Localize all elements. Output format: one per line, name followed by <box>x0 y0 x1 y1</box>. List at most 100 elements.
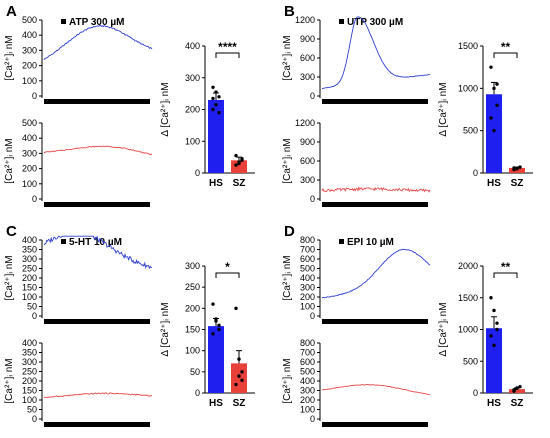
bar-chart-y-tick-label: 300 <box>185 261 200 271</box>
trace-top-y-tick-label: 0 <box>310 91 315 101</box>
bar-chart-y-tick-label: 0 <box>195 168 200 178</box>
bar-chart-data-point <box>495 327 499 332</box>
trace-top-y-tick-label: 150 <box>22 283 37 293</box>
trace-top-y-tick-label: 600 <box>300 53 315 63</box>
trace-bottom-y-tick-label: 100 <box>22 395 37 405</box>
bar-chart-y-tick-label: 200 <box>185 303 200 313</box>
bar-chart-bar-sz <box>509 389 525 393</box>
legend-marker <box>339 239 344 244</box>
bar-chart-x-label-hs: HS <box>487 178 501 189</box>
bar-chart-data-point <box>234 382 238 387</box>
trace-bottom-stimulus-bar <box>322 422 428 427</box>
bar-chart-x-label-hs: HS <box>209 178 223 189</box>
trace-bottom-y-tick-label: 300 <box>22 357 37 367</box>
bar-chart-y-tick-label: 500 <box>463 356 478 366</box>
bar-chart-data-point <box>240 158 244 162</box>
bar-chart-y-tick-label: 1000 <box>458 83 478 93</box>
legend-marker <box>61 19 66 24</box>
bar-chart-sig-label: ** <box>501 40 511 54</box>
trace-bottom-y-tick-label: 500 <box>300 367 315 377</box>
panel-label: B <box>284 3 295 20</box>
bar-chart-data-point <box>495 82 499 86</box>
bar-chart-data-point <box>518 384 522 389</box>
bar-chart-y-tick-label: 0 <box>473 388 478 398</box>
bar-chart-y-tick-label: 0 <box>473 168 478 178</box>
trace-top-y-label: [Ca²⁺]ᵢ nM <box>4 255 15 300</box>
bar-chart-data-point <box>512 166 516 170</box>
bar-chart-data-point <box>492 86 496 91</box>
trace-bottom-y-label: [Ca²⁺]ᵢ nM <box>282 138 293 183</box>
trace-bottom-y-label: [Ca²⁺]ᵢ nM <box>282 358 293 403</box>
trace-top-trace-line <box>43 24 153 60</box>
trace-bottom-trace-line <box>44 145 153 156</box>
bar-chart-sig-label: * <box>225 260 230 274</box>
trace-bottom-y-tick-label: 100 <box>22 179 37 189</box>
trace-bottom-stimulus-bar <box>44 202 150 207</box>
trace-bottom-y-tick-label: 600 <box>300 357 315 367</box>
trace-bottom-y-tick-label: 700 <box>300 348 315 358</box>
trace-top-y-tick-label: 300 <box>22 45 37 55</box>
trace-top-y-tick-label: 250 <box>22 264 37 274</box>
trace-bottom-y-tick-label: 900 <box>300 137 315 147</box>
bar-chart-x-label-sz: SZ <box>511 178 524 189</box>
trace-top-y-tick-label: 900 <box>300 34 315 44</box>
trace-top-y-label: [Ca²⁺]ᵢ nM <box>282 35 293 80</box>
bar-chart-data-point <box>495 321 499 325</box>
bar-chart-y-tick-label: 500 <box>463 126 478 136</box>
trace-bottom-y-tick-label: 300 <box>22 148 37 158</box>
trace-top-y-tick-label: 300 <box>22 254 37 264</box>
trace-bottom-y-tick-label: 1200 <box>295 118 315 128</box>
trace-bottom-y-tick-label: 0 <box>310 414 315 424</box>
trace-bottom-trace-line <box>321 186 431 193</box>
trace-bottom-y-tick-label: 300 <box>300 386 315 396</box>
trace-top-y-tick-label: 1200 <box>295 15 315 25</box>
trace-top-y-tick-label: 400 <box>22 30 37 40</box>
bar-chart-data-point <box>240 378 244 382</box>
legend-marker <box>61 239 66 244</box>
bar-chart-y-tick-label: 1500 <box>458 41 478 51</box>
trace-top-y-tick-label: 200 <box>22 61 37 71</box>
bar-chart-x-label-hs: HS <box>209 398 223 409</box>
trace-bottom-y-tick-label: 250 <box>22 367 37 377</box>
bar-chart-data-point <box>234 306 238 311</box>
bar-chart-sig-bracket <box>493 52 518 58</box>
panel-label: A <box>6 3 17 20</box>
bar-chart-sig-bracket <box>215 272 240 278</box>
trace-bottom-y-tick-label: 400 <box>22 338 37 348</box>
bar-chart-data-point <box>211 302 215 306</box>
bar-chart-bar-sz <box>231 160 247 173</box>
trace-top-y-tick-label: 200 <box>300 292 315 302</box>
bar-chart-data-point <box>515 386 519 390</box>
trace-top-y-tick-label: 0 <box>32 91 37 101</box>
trace-top-trace-line <box>321 16 430 90</box>
bar-chart-y-label: Δ [Ca²⁺]ᵢ nM <box>160 302 171 356</box>
bar-chart-y-label: Δ [Ca²⁺]ᵢ nM <box>438 82 449 136</box>
bar-chart-sig-label: ** <box>501 260 511 274</box>
bar-chart-data-point <box>515 166 519 171</box>
trace-bottom-y-tick-label: 300 <box>300 175 315 185</box>
bar-chart-y-tick-label: 0 <box>195 388 200 398</box>
legend-marker <box>339 19 344 24</box>
legend-label: EPI 10 µM <box>347 237 394 248</box>
trace-bottom-y-tick-label: 400 <box>22 133 37 143</box>
trace-bottom-y-label: [Ca²⁺]ᵢ nM <box>4 358 15 403</box>
trace-bottom-y-tick-label: 100 <box>300 405 315 415</box>
legend-label: ATP 300 µM <box>69 17 124 28</box>
bar-chart-data-point <box>211 96 215 101</box>
bar-chart-y-tick-label: 50 <box>190 367 200 377</box>
bar-chart-data-point <box>211 107 215 112</box>
trace-top-y-tick-label: 500 <box>300 264 315 274</box>
bar-chart-bar-sz <box>231 363 247 393</box>
bar-chart-data-point <box>237 161 241 166</box>
trace-top-y-tick-label: 600 <box>300 254 315 264</box>
bar-chart-x-label-sz: SZ <box>233 398 246 409</box>
trace-bottom-trace-line <box>43 392 153 399</box>
trace-top-stimulus-bar <box>44 99 150 104</box>
bar-chart-y-tick-label: 2000 <box>458 261 478 271</box>
bar-chart-sig-label: **** <box>218 40 237 54</box>
bar-chart-data-point <box>217 95 221 99</box>
bar-chart-x-label-sz: SZ <box>511 398 524 409</box>
bar-chart-x-label-sz: SZ <box>233 178 246 189</box>
bar-chart-data-point <box>492 308 496 313</box>
trace-top-y-tick-label: 800 <box>300 235 315 245</box>
